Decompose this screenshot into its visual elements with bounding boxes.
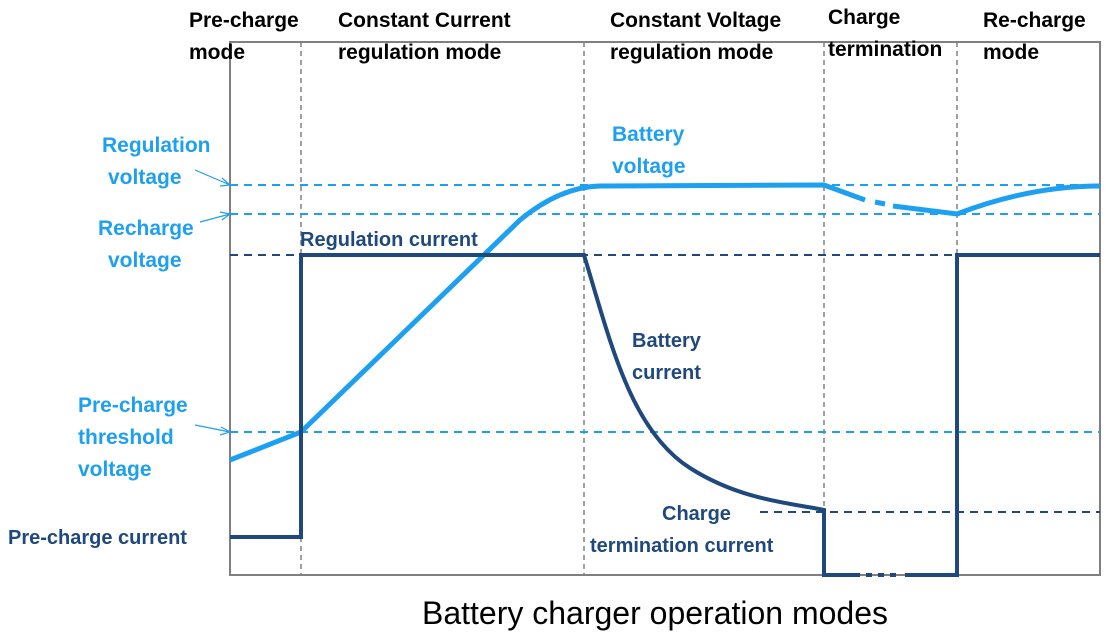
precharge-threshold-label: Pre-charge — [78, 394, 188, 417]
svg-text:mode: mode — [189, 41, 245, 64]
mode-cc: Constant Current — [338, 9, 511, 32]
mode-precharge: Pre-charge — [189, 9, 299, 32]
voltage-levels — [230, 184, 1100, 433]
regulation-current-label: Regulation current — [300, 229, 478, 251]
svg-text:voltage: voltage — [78, 458, 152, 481]
precharge-current-label: Pre-charge current — [8, 527, 187, 549]
svg-text:termination current: termination current — [590, 535, 774, 557]
svg-text:regulation mode: regulation mode — [338, 41, 501, 64]
svg-text:current: current — [632, 362, 701, 384]
termination-current-label: Charge — [662, 503, 731, 525]
mode-termination: Charge — [828, 6, 900, 29]
svg-text:threshold: threshold — [78, 426, 174, 449]
mode-dividers — [300, 42, 958, 575]
battery-voltage-curve — [229, 182, 1101, 463]
svg-text:termination: termination — [828, 38, 942, 61]
mode-headers: Pre-charge mode Constant Current regulat… — [189, 6, 1086, 64]
mode-recharge: Re-charge — [983, 9, 1086, 32]
svg-text:voltage: voltage — [108, 249, 182, 272]
battery-voltage-label: Battery — [612, 123, 685, 146]
regulation-voltage-label: Regulation — [102, 134, 211, 157]
svg-text:voltage: voltage — [108, 166, 182, 189]
battery-current-label: Battery — [632, 330, 702, 352]
recharge-voltage-label: Recharge — [98, 217, 194, 240]
svg-text:regulation mode: regulation mode — [610, 41, 773, 64]
svg-text:voltage: voltage — [612, 155, 686, 178]
svg-text:mode: mode — [983, 41, 1039, 64]
label-arrows — [194, 169, 232, 436]
plot-frame — [229, 41, 1101, 576]
battery-current-curve — [230, 253, 1100, 577]
diagram-title: Battery charger operation modes — [422, 595, 888, 631]
mode-cv: Constant Voltage — [610, 9, 781, 32]
